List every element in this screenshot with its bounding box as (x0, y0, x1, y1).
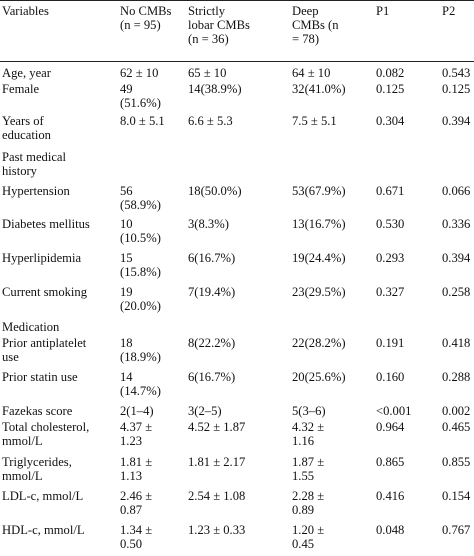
cell-strictly-lobar: 2.54 ± 1.08 (188, 489, 246, 503)
header-variables: Variables (2, 4, 49, 18)
cell-no-cmbs: 1.81 ±1.13 (120, 455, 153, 483)
cell-no-cmbs: 14 (14.7%) (120, 370, 161, 398)
cell-deep-cmbs: 22(28.2%) (292, 336, 346, 350)
cell-deep-cmbs: 2.28 ±0.89 (292, 489, 325, 517)
cell-no-cmbs: 1.34 ±0.50 (120, 523, 153, 551)
cell-p1: 0.964 (376, 420, 405, 434)
cell-variable: Medication (2, 320, 60, 334)
header-p2: P2 (442, 4, 456, 18)
header-rule (0, 61, 474, 62)
cell-variable: Total cholesterol, mmol/L (2, 420, 90, 448)
cell-strictly-lobar: 3(2–5) (188, 404, 222, 418)
header-strictly-lobar: Strictly lobar CMBs (n = 36) (188, 4, 250, 46)
cell-p2: 0.288 (442, 370, 471, 384)
cell-strictly-lobar: 3(8.3%) (188, 217, 229, 231)
cell-p2: 0.543 (442, 66, 471, 80)
cell-no-cmbs: 10 (10.5%) (120, 217, 161, 245)
cell-no-cmbs: 15 (15.8%) (120, 251, 161, 279)
cell-strictly-lobar: 14(38.9%) (188, 82, 242, 96)
cell-strictly-lobar: 18(50.0%) (188, 184, 242, 198)
cell-deep-cmbs: 1.87 ±1.55 (292, 455, 325, 483)
cell-p2: 0.418 (442, 336, 471, 350)
cell-p1: 0.671 (376, 184, 405, 198)
cell-p1: 0.125 (376, 82, 405, 96)
cell-variable: Hypertension (2, 184, 70, 198)
cell-p1: 0.304 (376, 114, 405, 128)
cell-deep-cmbs: 20(25.6%) (292, 370, 346, 384)
cell-variable: Prior statin use (2, 370, 78, 384)
cell-variable: LDL-c, mmol/L (2, 489, 84, 503)
cell-p1: 0.293 (376, 251, 405, 265)
cell-p2: 0.066 (442, 184, 471, 198)
cell-strictly-lobar: 7(19.4%) (188, 285, 236, 299)
cell-p2: 0.002 (442, 404, 471, 418)
cell-strictly-lobar: 6(16.7%) (188, 251, 236, 265)
cell-no-cmbs: 18 (18.9%) (120, 336, 161, 364)
cell-no-cmbs: 56 (58.9%) (120, 184, 161, 212)
cell-p2: 0.465 (442, 420, 471, 434)
cell-no-cmbs: 8.0 ± 5.1 (120, 114, 165, 128)
cell-variable: Hyperlipidemia (2, 251, 82, 265)
cell-variable: Past medical history (2, 150, 67, 178)
cell-strictly-lobar: 1.81 ± 2.17 (188, 455, 246, 469)
cell-variable: Current smoking (2, 285, 88, 299)
cell-variable: HDL-c, mmol/L (2, 523, 85, 537)
cell-strictly-lobar: 4.52 ± 1.87 (188, 420, 246, 434)
header-p1: P1 (376, 4, 390, 18)
cell-p1: 0.191 (376, 336, 405, 350)
cell-strictly-lobar: 8(22.2%) (188, 336, 236, 350)
cell-no-cmbs: 62 ± 10 (120, 66, 159, 80)
cell-p1: 0.082 (376, 66, 405, 80)
cell-no-cmbs: 49 (51.6%) (120, 82, 161, 110)
cell-p2: 0.125 (442, 82, 471, 96)
header-no-cmbs: No CMBs (n = 95) (120, 4, 172, 32)
cell-p2: 0.394 (442, 251, 471, 265)
cell-deep-cmbs: 7.5 ± 5.1 (292, 114, 337, 128)
cell-variable: Prior antiplatelet use (2, 336, 87, 364)
cell-p2: 0.258 (442, 285, 471, 299)
top-rule (0, 0, 474, 1)
cell-no-cmbs: 19 (20.0%) (120, 285, 161, 313)
cell-p2: 0.394 (442, 114, 471, 128)
cell-deep-cmbs: 13(16.7%) (292, 217, 346, 231)
cell-p1: 0.327 (376, 285, 405, 299)
cell-deep-cmbs: 23(29.5%) (292, 285, 346, 299)
cell-strictly-lobar: 65 ± 10 (188, 66, 227, 80)
cell-variable: Diabetes mellitus (2, 217, 90, 231)
cell-p1: 0.160 (376, 370, 405, 384)
cell-p2: 0.154 (442, 489, 471, 503)
cell-strictly-lobar: 6.6 ± 5.3 (188, 114, 233, 128)
cell-deep-cmbs: 5(3–6) (292, 404, 326, 418)
cell-deep-cmbs: 1.20 ±0.45 (292, 523, 325, 551)
cell-p2: 0.767 (442, 523, 471, 537)
cell-p1: <0.001 (376, 404, 412, 418)
cell-deep-cmbs: 64 ± 10 (292, 66, 331, 80)
cell-variable: Years of education (2, 114, 51, 142)
cell-strictly-lobar: 6(16.7%) (188, 370, 236, 384)
cell-no-cmbs: 2(1–4) (120, 404, 154, 418)
cell-p1: 0.416 (376, 489, 405, 503)
cell-p1: 0.865 (376, 455, 405, 469)
cell-p1: 0.530 (376, 217, 405, 231)
cell-p1: 0.048 (376, 523, 405, 537)
cell-deep-cmbs: 32(41.0%) (292, 82, 346, 96)
cell-deep-cmbs: 4.32 ±1.16 (292, 420, 325, 448)
cell-deep-cmbs: 53(67.9%) (292, 184, 346, 198)
cell-no-cmbs: 4.37 ±1.23 (120, 420, 153, 448)
cell-p2: 0.336 (442, 217, 471, 231)
header-deep-cmbs: Deep CMBs (n = 78) (292, 4, 339, 46)
cell-no-cmbs: 2.46 ±0.87 (120, 489, 153, 517)
cell-deep-cmbs: 19(24.4%) (292, 251, 346, 265)
cell-variable: Female (2, 82, 40, 96)
cell-p2: 0.855 (442, 455, 471, 469)
cell-variable: Fazekas score (2, 404, 73, 418)
cell-variable: Age, year (2, 66, 51, 80)
cell-variable: Triglycerides, mmol/L (2, 455, 72, 483)
cell-strictly-lobar: 1.23 ± 0.33 (188, 523, 246, 537)
